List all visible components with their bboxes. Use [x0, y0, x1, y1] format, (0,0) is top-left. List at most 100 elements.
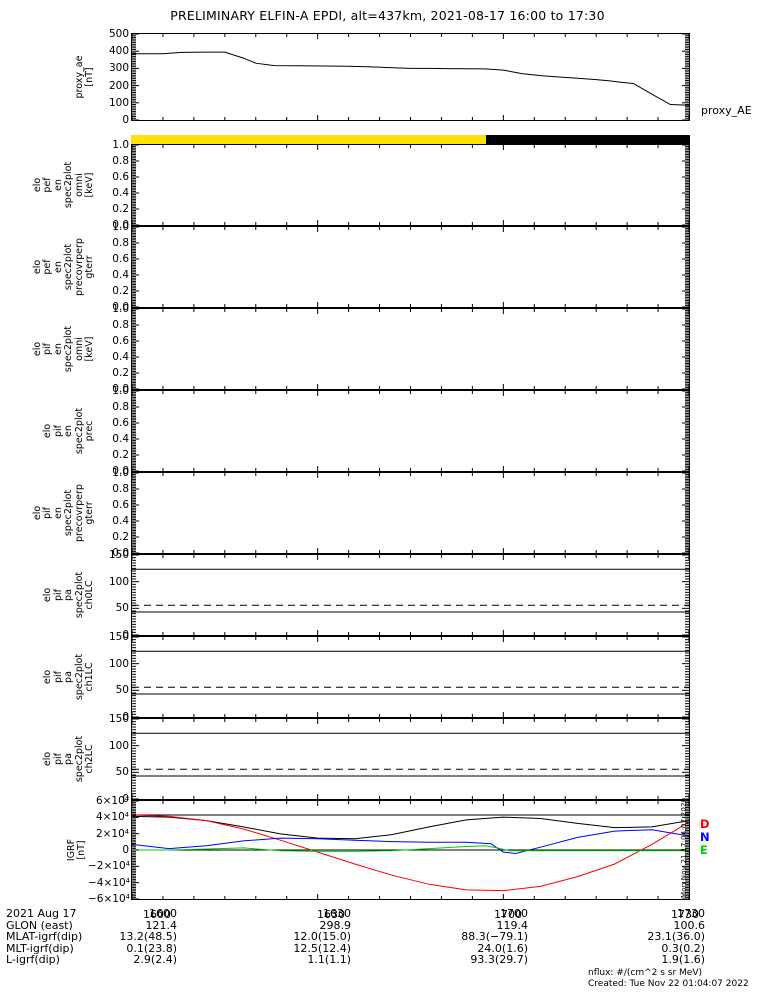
y-axis-label-igrf: IGRF [nT]	[55, 800, 88, 900]
bar-segment-yellow	[131, 135, 486, 144]
y-tick-label: 300	[108, 62, 129, 75]
y-axis-label-line: pif	[42, 343, 53, 356]
y-axis-label-proxy-ae: proxy_ae [nT]	[60, 33, 96, 121]
render-timestamp-vertical: Mon Nov 21 17:04:07 2022	[680, 797, 688, 898]
y-axis-label-line: elo	[42, 669, 53, 685]
panel-elo-pif-pa-spec2plot-ch0lc	[131, 554, 690, 636]
footer-row-label: 2021 Aug 17	[6, 907, 77, 920]
axis-tick-marks	[132, 145, 689, 225]
y-tick-label: 100	[108, 739, 129, 752]
created-note: Created: Tue Nov 22 01:04:07 2022	[588, 979, 749, 989]
y-axis-label-line: elo	[31, 341, 43, 357]
y-tick-label: 1.0	[112, 466, 129, 479]
footer-value: 24.0(1.6)	[477, 941, 528, 955]
y-tick-label: 0.6	[112, 170, 129, 183]
footer-value: 1730	[677, 907, 705, 920]
y-axis-label-line: spec2plot	[63, 161, 74, 209]
y-axis-label-line: spec2plot	[63, 325, 74, 373]
y-tick-label: 6×10⁴	[95, 794, 129, 807]
y-tick-label: 0	[122, 710, 129, 723]
y-axis-label-line: pa	[63, 589, 74, 601]
y-tick-label: 4×10⁴	[95, 811, 129, 824]
y-axis-label-line: pif	[52, 753, 64, 766]
y-axis-label-line: pa	[63, 753, 74, 765]
y-tick-label: 0.0	[112, 300, 129, 313]
y-tick-label: 0.6	[112, 252, 129, 265]
y-tick-label: 0.8	[112, 318, 129, 331]
y-axis-label-line: pif	[42, 507, 53, 520]
footer-value: 13.2(48.5)	[119, 930, 177, 944]
y-tick-label: 0	[122, 113, 129, 126]
y-axis-label-line: ch1LC	[84, 662, 95, 692]
footer-value: 1630	[323, 907, 351, 920]
panel-elo-pif-pa-spec2plot-ch1lc	[131, 636, 690, 718]
y-axis-label-line: en	[52, 343, 64, 355]
y-axis-label-line: [nT]	[76, 840, 87, 860]
igrf-legend-item: E	[700, 843, 708, 857]
y-axis-label-line: omni	[73, 173, 85, 197]
y-axis-label-line: ch0LC	[84, 580, 95, 610]
y-axis-label-line: precovrperp	[73, 484, 85, 542]
footer-value: 1600	[149, 907, 177, 920]
y-axis-label-line: elo	[42, 587, 53, 603]
right-label-proxy-ae: proxy_AE	[701, 104, 752, 117]
data-availability-bar	[131, 135, 690, 144]
bar-segment-black	[485, 135, 690, 144]
y-tick-label: 50	[115, 602, 129, 615]
x-axis-tick-labels: 1600 1630 1700 1730	[0, 908, 775, 922]
ch0lc-overlay	[132, 568, 689, 613]
y-axis-label-line: pif	[52, 425, 64, 438]
y-axis-label-1: elo pef en spec2plot omni [keV]	[18, 144, 96, 226]
ch2lc-overlay	[132, 732, 689, 777]
y-axis-label-line: en	[52, 507, 64, 519]
y-axis-ticks-2: 1.0 0.8 0.6 0.4 0.2 0.0	[93, 222, 129, 312]
y-axis-ticks-5: 1.0 0.8 0.6 0.4 0.2 0.0	[93, 468, 129, 558]
y-tick-label: 0	[122, 792, 129, 805]
y-tick-label: 1.0	[112, 220, 129, 233]
footer-row-label: MLT-igrf(dip)	[6, 941, 74, 955]
y-axis-label-line: pif	[52, 589, 64, 602]
footer-value: 1700	[500, 907, 528, 920]
footer-row-label: MLAT-igrf(dip)	[6, 930, 83, 944]
y-tick-label: 1.0	[112, 138, 129, 151]
y-tick-label: 0.6	[112, 498, 129, 511]
panel-elo-pef-en-spec2plot-omni	[131, 144, 690, 226]
y-tick-label: 1.0	[112, 384, 129, 397]
y-tick-label: 0.8	[112, 236, 129, 249]
y-axis-label-line: elo	[42, 423, 53, 439]
y-axis-label-line: [keV]	[84, 336, 95, 362]
panel-igrf	[131, 800, 690, 900]
footer-value: 100.6	[673, 918, 706, 932]
y-tick-label: 100	[108, 96, 129, 109]
y-axis-label-line: elo	[31, 505, 43, 521]
y-axis-label-line: spec2plot	[63, 489, 74, 537]
y-tick-label: 0.4	[112, 432, 129, 445]
y-axis-label-line: ch2LC	[84, 744, 95, 774]
y-tick-label: 100	[108, 575, 129, 588]
y-axis-label-line: en	[52, 179, 64, 191]
y-tick-label: 0	[122, 843, 129, 856]
y-tick-label: 1.0	[112, 302, 129, 315]
y-tick-label: 150	[108, 548, 129, 561]
panel-elo-pif-en-spec2plot-omni	[131, 308, 690, 390]
axis-tick-marks	[132, 227, 689, 307]
y-tick-label: 0.8	[112, 154, 129, 167]
y-tick-label: 0	[122, 628, 129, 641]
y-tick-label: 400	[108, 44, 129, 57]
y-axis-label-line: prec	[84, 420, 95, 442]
footer-value: 1.9(1.6)	[661, 953, 705, 967]
y-axis-label-line: spec2plot	[73, 407, 85, 455]
page-title: PRELIMINARY ELFIN-A EPDI, alt=437km, 202…	[170, 8, 605, 23]
y-tick-label: 100	[108, 657, 129, 670]
y-tick-label: 0.4	[112, 514, 129, 527]
footer-value: 93.3(29.7)	[470, 953, 528, 967]
panel-elo-pif-en-spec2plot-precovrperp-gterr	[131, 472, 690, 554]
y-tick-label: 200	[108, 79, 129, 92]
y-tick-label: 0.6	[112, 334, 129, 347]
axis-tick-marks	[132, 473, 689, 553]
y-tick-label: 0.2	[112, 202, 129, 215]
igrf-plot	[132, 814, 689, 892]
y-tick-label: 0.4	[112, 350, 129, 363]
y-axis-label-line: gterr	[84, 255, 95, 279]
